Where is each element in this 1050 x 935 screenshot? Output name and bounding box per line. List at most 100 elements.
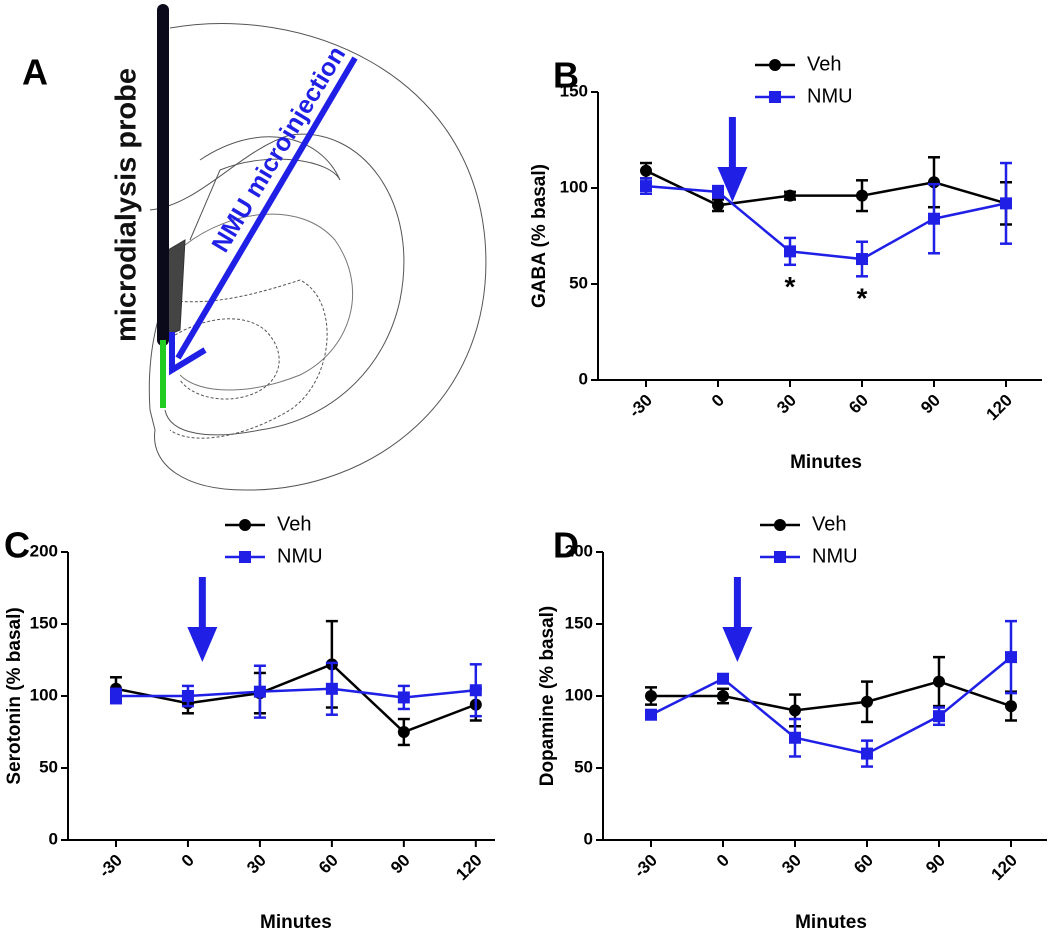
injection-arrowhead	[169, 332, 207, 376]
data-point	[861, 747, 873, 760]
x-tick-label: -30	[95, 851, 126, 882]
series-line	[645, 184, 1007, 261]
shaded-region	[167, 239, 186, 336]
data-point	[789, 704, 801, 717]
significance-marker: *	[857, 283, 868, 314]
y-axis-label: Dopamine (% basal)	[537, 606, 558, 787]
y-tick-label: 50	[569, 273, 588, 292]
injection-arrowhead	[717, 167, 748, 202]
x-tick-label: 30	[778, 851, 805, 878]
target-outline	[169, 279, 328, 439]
panel-label: B	[553, 55, 579, 96]
x-tick-label: 60	[315, 851, 342, 878]
x-tick-label: 0	[708, 391, 728, 411]
data-point	[253, 685, 266, 698]
y-tick-label: 150	[565, 613, 593, 632]
x-axis-label: Minutes	[260, 912, 332, 930]
legend-marker	[774, 519, 786, 531]
data-point	[1005, 700, 1017, 713]
data-point	[645, 708, 657, 721]
injection-arrow	[175, 56, 358, 360]
panel-label: C	[4, 525, 30, 566]
ventricle-outline	[149, 133, 405, 436]
x-tick-label: 90	[922, 851, 949, 878]
x-tick-label: 90	[387, 851, 414, 878]
y-axis-label: GABA (% basal)	[529, 164, 550, 308]
region-outline	[179, 213, 354, 391]
data-point	[640, 164, 652, 177]
injection-label: NMU microinjection	[206, 41, 351, 257]
y-tick-label: 100	[565, 685, 593, 704]
series-line	[651, 680, 1012, 712]
x-tick-label: 120	[452, 851, 485, 884]
y-tick-label: 150	[30, 613, 58, 632]
legend-label: Veh	[812, 513, 846, 535]
data-point	[856, 253, 868, 266]
structure-outline	[189, 136, 341, 241]
data-point	[1000, 197, 1012, 210]
x-tick-label: 60	[845, 391, 872, 418]
data-point	[645, 690, 657, 702]
legend-label: Veh	[277, 513, 311, 535]
panel-label: D	[553, 525, 579, 566]
brain-diagram	[148, 23, 487, 491]
data-point	[933, 675, 945, 688]
data-point	[181, 690, 194, 702]
data-point	[712, 199, 724, 212]
injection-arrowhead	[722, 627, 753, 662]
legend-marker	[769, 91, 781, 103]
y-tick-label: 200	[30, 541, 58, 560]
x-tick-label: 30	[773, 391, 800, 418]
data-point	[469, 684, 482, 697]
x-axis-label: Minutes	[795, 912, 867, 930]
x-tick-label: 0	[178, 851, 198, 871]
x-tick-label: 120	[983, 391, 1016, 424]
y-axis-label: Serotonin (% basal)	[4, 607, 25, 784]
series-line	[115, 662, 477, 734]
data-point	[712, 185, 724, 198]
data-point	[397, 726, 410, 738]
legend-label: NMU	[277, 545, 323, 567]
data-point	[784, 245, 796, 258]
series-line	[650, 656, 1012, 755]
y-tick-label: 200	[565, 541, 593, 560]
x-tick-label: 60	[850, 851, 877, 878]
y-tick-label: 0	[579, 369, 588, 388]
data-point	[861, 695, 873, 708]
x-tick-label: 120	[988, 851, 1021, 884]
legend-marker	[774, 551, 786, 563]
data-point	[640, 180, 652, 193]
data-point	[397, 691, 410, 704]
y-tick-label: 0	[49, 829, 58, 848]
data-point	[789, 731, 801, 744]
x-tick-label: 30	[243, 851, 270, 878]
data-point	[717, 672, 729, 685]
probe-label: microdialysis probe	[111, 68, 143, 342]
data-point	[856, 189, 868, 202]
legend-label: NMU	[812, 545, 858, 567]
brain-outline	[148, 23, 487, 491]
data-point	[928, 212, 940, 225]
data-point	[1005, 651, 1017, 664]
legend-marker	[239, 551, 251, 563]
legend-marker	[239, 519, 251, 531]
legend-label: Veh	[807, 53, 841, 75]
injection-arrowhead	[187, 627, 218, 662]
series-line	[115, 687, 476, 699]
data-point	[933, 710, 945, 723]
y-tick-label: 100	[560, 177, 588, 196]
legend-label: NMU	[807, 85, 853, 107]
significance-marker: *	[785, 271, 796, 302]
y-tick-label: 100	[30, 685, 58, 704]
data-point	[109, 690, 122, 702]
series-line	[645, 169, 1007, 207]
x-tick-label: -30	[625, 391, 656, 422]
data-point	[717, 690, 729, 702]
data-point	[784, 189, 796, 202]
x-axis-label: Minutes	[790, 452, 862, 473]
panel-label: A	[22, 52, 48, 93]
x-tick-label: 90	[917, 391, 944, 418]
y-tick-label: 50	[39, 757, 58, 776]
y-tick-label: 0	[584, 829, 593, 848]
